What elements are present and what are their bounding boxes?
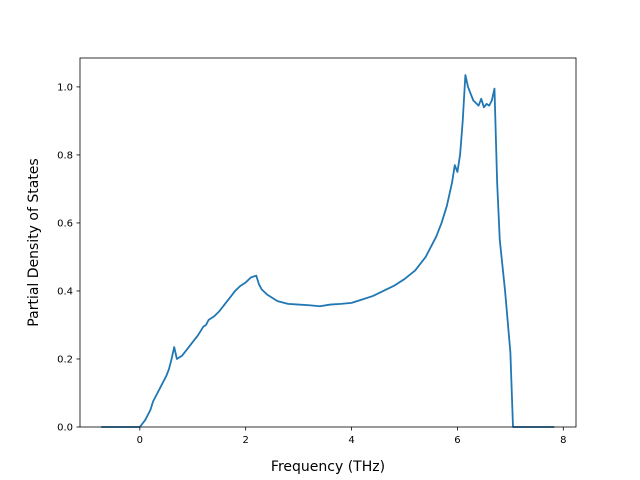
plot-frame [79,57,577,428]
y-tick-label: 0.2 [57,354,73,365]
x-tick-label: 2 [242,435,248,446]
x-axis-title: Frequency (THz) [271,459,385,475]
y-tick-label: 1.0 [57,82,73,93]
x-tick-label: 6 [454,435,460,446]
y-tick-label: 0.0 [57,423,73,434]
y-tick-label: 0.8 [57,150,73,161]
x-tick-label: 0 [137,435,143,446]
x-tick-label: 4 [348,435,354,446]
axis-ticks: 0 2 4 6 8 0.0 0.2 0.4 0.6 0.8 1.0 [57,82,566,446]
x-tick-label: 8 [560,435,566,446]
y-tick-label: 0.6 [57,218,73,229]
y-axis-title: Partial Density of States [26,158,42,326]
series-line [100,74,555,428]
y-tick-label: 0.4 [57,286,73,297]
